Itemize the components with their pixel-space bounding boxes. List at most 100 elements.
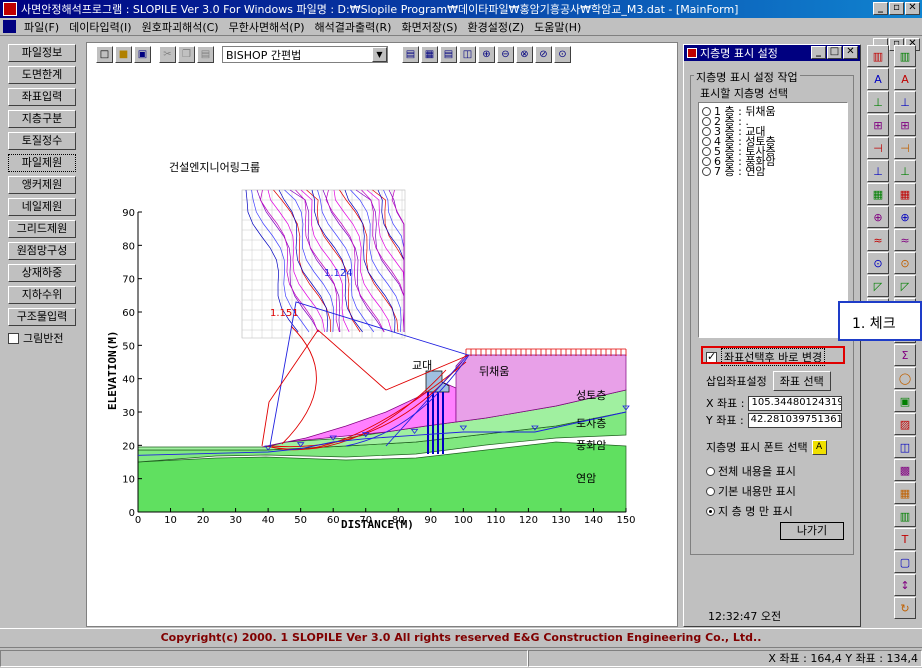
zoom-all-icon[interactable]: ⊙ <box>554 46 571 63</box>
water-icon[interactable]: ≈ <box>867 229 889 251</box>
paste-icon[interactable]: ▤ <box>197 46 214 63</box>
nav-pile-specs[interactable]: 파일제원 <box>8 154 76 172</box>
menu-result-output[interactable]: 해석결과출력(R) <box>314 20 392 34</box>
close-button[interactable]: ✕ <box>905 2 920 15</box>
radio-dot[interactable] <box>702 146 711 156</box>
label-icon[interactable]: A <box>867 68 889 90</box>
dialog-maximize-button[interactable]: □ <box>827 46 842 59</box>
nail-icon[interactable]: ⊥ <box>867 160 889 182</box>
open-icon[interactable]: ■ <box>115 46 132 63</box>
menu-infinite-slope[interactable]: 무한사면해석(P) <box>228 20 305 34</box>
x-coord-field[interactable]: 105.34480124319 <box>748 395 843 411</box>
chart-tool-icon[interactable]: ▥ <box>894 45 916 67</box>
legend-tool-icon[interactable]: ◫ <box>894 436 916 458</box>
radio-dot[interactable] <box>702 166 711 176</box>
nav-groundwater[interactable]: 지하수위 <box>8 286 76 304</box>
dialog-minimize-button[interactable]: _ <box>811 46 826 59</box>
axis-icon[interactable]: ⊥ <box>867 91 889 113</box>
nav-drawing-limit[interactable]: 도면한계 <box>8 66 76 84</box>
save-icon[interactable]: ▣ <box>134 46 151 63</box>
radio-dot[interactable] <box>702 156 711 166</box>
method-select[interactable]: BISHOP 간편법 ▼ <box>222 46 388 63</box>
nav-coordinate-input[interactable]: 좌표입력 <box>8 88 76 106</box>
menu-help[interactable]: 도움말(H) <box>534 20 582 34</box>
nav-structure-input[interactable]: 구조물입력 <box>8 308 76 326</box>
layer-radio-4[interactable]: 4 층 : 성토층 <box>702 135 847 148</box>
chevron-down-icon[interactable]: ▼ <box>372 47 387 62</box>
radio-dot[interactable] <box>706 506 715 516</box>
minimize-button[interactable]: _ <box>873 2 888 15</box>
zoom-out-icon[interactable]: ⊖ <box>497 46 514 63</box>
menu-file[interactable]: 파일(F) <box>24 20 60 34</box>
copy-icon[interactable]: ❐ <box>178 46 195 63</box>
menu-data-input[interactable]: 데이타입력(I) <box>69 20 132 34</box>
radio-dot[interactable] <box>702 136 711 146</box>
print-tool-icon[interactable]: ▣ <box>894 390 916 412</box>
display-option-2[interactable]: 기본 내용만 표시 <box>706 481 796 501</box>
zoom-prev-icon[interactable]: ⊘ <box>535 46 552 63</box>
menu-settings[interactable]: 환경설정(Z) <box>467 20 525 34</box>
slope-tool-icon[interactable]: ◸ <box>894 275 916 297</box>
radio-dot[interactable] <box>702 116 711 126</box>
zoom-in-icon[interactable]: ⊕ <box>478 46 495 63</box>
display-option-3[interactable]: 지 층 명 만 표시 <box>706 501 796 521</box>
menu-screen-save[interactable]: 화면저장(S) <box>401 20 458 34</box>
radio-dot[interactable] <box>702 106 711 116</box>
layer-radio-3[interactable]: 3 층 : 교대 <box>702 125 847 138</box>
layer-list[interactable]: 1 층 : 뒤채움 2 층 : .3 층 : 교대 4 층 : 성토층 5 층 : 토… <box>698 102 848 338</box>
y-coord-field[interactable]: 42.281039751361 <box>747 412 842 428</box>
radio-dot[interactable] <box>706 486 715 496</box>
maximize-button[interactable]: ▫ <box>889 2 904 15</box>
slope-icon[interactable]: ◸ <box>867 275 889 297</box>
nav-soil-constants[interactable]: 토질정수 <box>8 132 76 150</box>
view-3-icon[interactable]: ▤ <box>440 46 457 63</box>
nav-file-info[interactable]: 파일정보 <box>8 44 76 62</box>
mdi-child-icon[interactable] <box>3 20 16 33</box>
pan-tool-icon[interactable]: ↕ <box>894 574 916 596</box>
load-icon[interactable]: ⊕ <box>867 206 889 228</box>
view-1-icon[interactable]: ▤ <box>402 46 419 63</box>
grid-icon[interactable]: ▦ <box>867 183 889 205</box>
auto-change-checkbox[interactable]: ✓ 좌표선택후 바로 변경 <box>706 348 826 366</box>
new-icon[interactable]: □ <box>96 46 113 63</box>
coord-select-button[interactable]: 좌표 선택 <box>772 371 831 391</box>
label-tool-icon[interactable]: A <box>894 68 916 90</box>
radio-dot[interactable] <box>706 466 715 476</box>
nav-nail-specs[interactable]: 네일제원 <box>8 198 76 216</box>
nav-origin-mesh[interactable]: 원점망구성 <box>8 242 76 260</box>
menu-circular-failure[interactable]: 원호파괴해석(C) <box>141 20 219 34</box>
zoom-tool-icon[interactable]: ▢ <box>894 551 916 573</box>
layer-radio-6[interactable]: 6 층 : 풍화암 <box>702 155 847 168</box>
layer-radio-7[interactable]: 7 층 : 연암 <box>702 165 847 178</box>
pile-tool-icon[interactable]: ⊞ <box>894 114 916 136</box>
origin-tool-icon[interactable]: ⊙ <box>894 252 916 274</box>
nail-tool-icon[interactable]: ⊥ <box>894 160 916 182</box>
circle-tool-icon[interactable]: ◯ <box>894 367 916 389</box>
load-tool-icon[interactable]: ⊕ <box>894 206 916 228</box>
anchor-tool-icon[interactable]: ⊣ <box>894 137 916 159</box>
cut-icon[interactable]: ✂ <box>159 46 176 63</box>
invert-figure-checkbox[interactable]: 그림반전 <box>8 330 86 346</box>
fs-tool-icon[interactable]: Σ <box>894 344 916 366</box>
layer-radio-1[interactable]: 1 층 : 뒤채움 <box>702 105 847 118</box>
grid-tool-icon[interactable]: ▦ <box>894 183 916 205</box>
scale-tool-icon[interactable]: ▥ <box>894 505 916 527</box>
layer-radio-2[interactable]: 2 층 : . <box>702 115 847 128</box>
color-tool-icon[interactable]: ▩ <box>894 459 916 481</box>
radio-dot[interactable] <box>702 126 711 136</box>
anchor-icon[interactable]: ⊣ <box>867 137 889 159</box>
nav-grid-specs[interactable]: 그리드제원 <box>8 220 76 238</box>
origin-icon[interactable]: ⊙ <box>867 252 889 274</box>
view-4-icon[interactable]: ◫ <box>459 46 476 63</box>
chart-icon[interactable]: ▥ <box>867 45 889 67</box>
hatch-tool-icon[interactable]: ▦ <box>894 482 916 504</box>
dialog-close-button[interactable]: ✕ <box>843 46 858 59</box>
axis-tool-icon[interactable]: ⊥ <box>894 91 916 113</box>
exit-button[interactable]: 나가기 <box>780 522 844 540</box>
view-2-icon[interactable]: ▦ <box>421 46 438 63</box>
font-select-icon[interactable]: A <box>811 439 827 455</box>
nav-surcharge-load[interactable]: 상재하중 <box>8 264 76 282</box>
invert-figure-box[interactable] <box>8 332 19 344</box>
text-tool-icon[interactable]: T <box>894 528 916 550</box>
display-option-1[interactable]: 전체 내용을 표시 <box>706 461 796 481</box>
